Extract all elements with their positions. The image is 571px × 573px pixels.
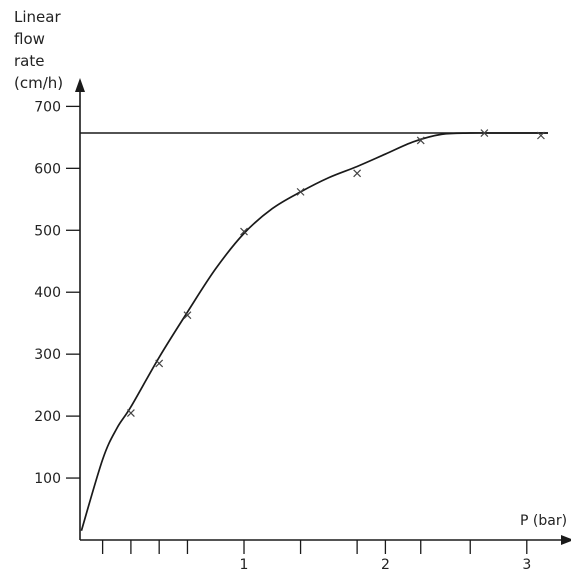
y-tick-label: 100	[34, 471, 61, 487]
y-axis-arrow	[75, 78, 85, 92]
y-tick-label: 500	[34, 223, 61, 239]
y-axis-title-line: Linear	[14, 8, 61, 26]
marker-stroke	[183, 311, 192, 320]
x-tick-label: 2	[381, 557, 390, 573]
data-point-marker	[155, 359, 164, 368]
y-tick-label: 700	[34, 99, 61, 115]
axes	[75, 78, 571, 545]
marker-stroke	[240, 227, 248, 236]
y-axis-title-line: (cm/h)	[14, 74, 63, 92]
marker-stroke	[537, 131, 545, 140]
y-tick-label: 400	[34, 285, 61, 301]
data-point-marker	[126, 409, 135, 417]
y-tick-label: 600	[34, 161, 61, 177]
x-ticks: 1 2 3	[101, 540, 531, 573]
data-point-marker	[183, 311, 192, 320]
data-point-marker	[416, 136, 425, 145]
x-tick-label: 1	[240, 557, 249, 573]
y-axis-title-line: rate	[14, 52, 44, 70]
data-point-marker	[296, 187, 305, 196]
marker-stroke	[353, 169, 362, 178]
y-ticks: 100 200 300 400 500 600 700	[34, 99, 80, 487]
x-tick-label: 3	[522, 557, 531, 573]
data-point-marker	[353, 169, 362, 178]
data-point-marker	[480, 129, 489, 137]
marker-stroke	[126, 409, 135, 417]
data-point-marker	[537, 131, 545, 140]
marker-stroke	[296, 187, 305, 196]
marker-stroke	[155, 359, 164, 368]
data-point-marker	[240, 227, 248, 236]
x-axis-title: P (bar)	[520, 513, 567, 529]
y-axis-title: Linear flow rate (cm/h)	[14, 8, 63, 92]
x-axis-arrow	[561, 535, 571, 545]
y-tick-label: 300	[34, 347, 61, 363]
y-tick-label: 200	[34, 409, 61, 425]
y-axis-title-line: flow	[14, 30, 45, 48]
fitted-curve	[80, 132, 548, 531]
marker-stroke	[480, 129, 489, 137]
series-group	[80, 129, 548, 531]
marker-stroke	[416, 136, 425, 145]
